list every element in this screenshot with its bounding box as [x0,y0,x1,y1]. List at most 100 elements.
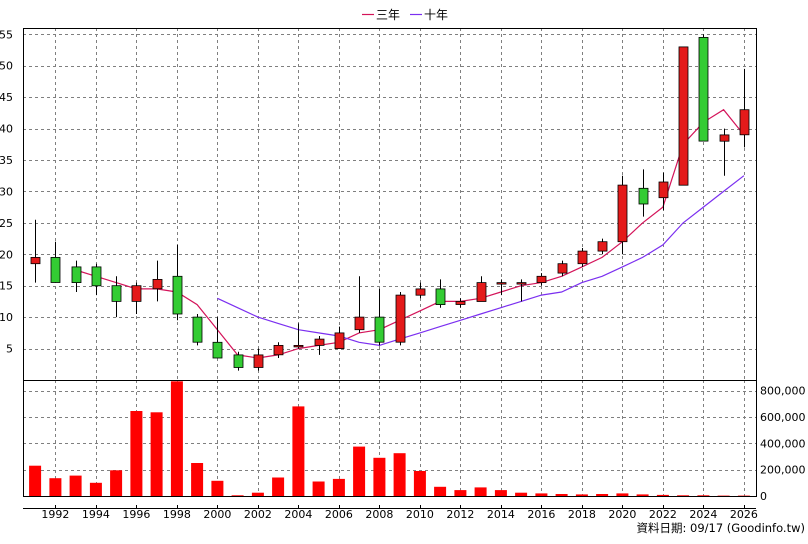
x-tick-label: 1998 [163,508,191,521]
candle-body [577,250,588,265]
x-tick-label: 2000 [203,508,231,521]
x-tick-label: 2020 [608,508,636,521]
candle-body [354,316,365,331]
x-tick-label: 2022 [649,508,677,521]
x-tick-label: 2012 [446,508,474,521]
volume-bar [312,481,325,496]
volume-bar [170,381,183,496]
x-tick-label: 1996 [122,508,150,521]
x-tick-label: 2006 [325,508,353,521]
candle-body [719,134,730,142]
volume-bar [474,487,487,496]
volume-bar [737,495,750,497]
volume-bar [454,490,467,496]
candle-body [374,316,385,343]
candle-body [455,300,466,305]
volume-bar [191,463,204,496]
legend: 三年 十年 [362,8,448,22]
volume-bar [110,470,123,496]
x-tick-label: 2026 [730,508,758,521]
volume-tick-label: 400,000 [760,437,806,450]
candle-body [212,341,223,359]
volume-bars [29,381,750,497]
volume-bar [69,475,82,496]
price-tick-label: 55 [0,28,13,41]
volume-bar [697,495,710,496]
volume-bar [535,493,548,496]
volume-bar [150,412,163,496]
volume-bar [393,453,406,496]
candle-body [50,256,61,283]
volume-bar [616,493,629,496]
x-tick-label: 2002 [244,508,272,521]
volume-tick-label: 0 [760,490,767,503]
x-tick-label: 2018 [568,508,596,521]
volume-bar [231,495,244,496]
volume-tick-label: 800,000 [760,385,806,398]
x-tick-label: 2010 [406,508,434,521]
volume-bar [515,492,528,496]
candle-body [536,275,547,283]
ma-line [217,175,745,347]
volume-bar [89,482,102,496]
volume-bar [656,494,669,496]
volume-bar [494,490,507,496]
price-tick-label: 5 [6,343,13,356]
candle-body [617,184,628,243]
candle-body [273,344,284,356]
volume-bar [130,411,143,496]
legend-label: 三年 [376,8,400,22]
candle-body [496,282,507,285]
axis-labels: 5 10 15 20 25 30 35 40 45 50 55 0 200,000 400,000 600,… [0,28,806,521]
candle-body [557,263,568,274]
volume-tick-label: 600,000 [760,411,806,424]
price-tick-label: 50 [0,60,13,73]
footer-source-text: 資料日期: 09/17 (Goodinfo.tw) [636,521,805,535]
volume-bar [677,495,690,496]
volume-bar [434,486,447,496]
candle-body [253,354,264,368]
candle-body [314,338,325,346]
volume-bar [49,478,62,496]
volume-bar [373,457,386,496]
price-tick-label: 40 [0,123,13,136]
candle-body [192,316,203,343]
candle-body [131,285,142,302]
moving-average-lines [75,108,745,359]
candle-body [152,278,163,290]
candle-body [233,354,244,368]
volume-bar [717,495,730,497]
price-tick-label: 20 [0,248,13,261]
price-tick-label: 45 [0,91,13,104]
ma-line [75,108,745,359]
candle-body [476,282,487,302]
candle-body [172,275,183,315]
candle-body [111,285,122,302]
x-tick-label: 2008 [365,508,393,521]
candle-body [395,294,406,343]
x-tick-label: 1992 [41,508,69,521]
candle-body [516,282,527,285]
candle-body [334,332,345,349]
candlesticks [30,34,750,371]
grid [23,28,756,496]
volume-bar [29,465,42,496]
x-tick-label: 2014 [487,508,515,521]
volume-bar [353,446,366,496]
volume-bar [292,406,305,496]
volume-bar [596,494,609,496]
price-tick-label: 15 [0,280,13,293]
volume-bar [211,480,224,496]
candle-body [638,187,649,205]
legend-label: 十年 [424,8,448,22]
volume-panel-frame [23,380,757,497]
x-tick-label: 2024 [689,508,717,521]
candle-body [678,46,689,186]
candle-body [597,241,608,252]
volume-tick-label: 200,000 [760,464,806,477]
price-tick-label: 10 [0,311,13,324]
volume-bar [251,492,264,496]
x-tick-label: 2016 [527,508,555,521]
price-tick-label: 35 [0,154,13,167]
